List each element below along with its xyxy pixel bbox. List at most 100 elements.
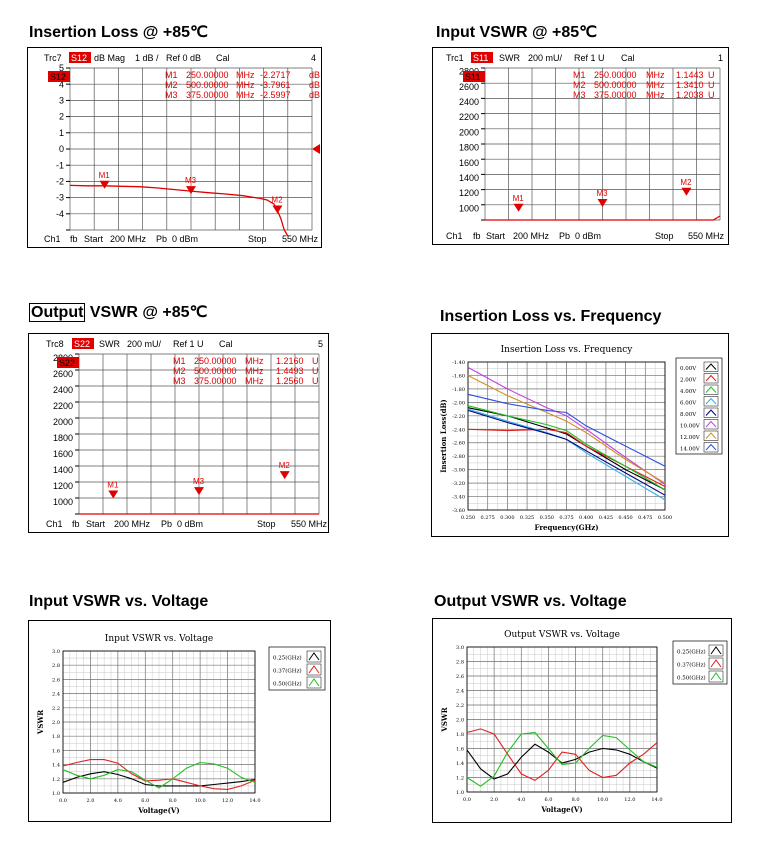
trace-badge-label: S22 [59,358,75,368]
legend-swatch [705,363,717,370]
x-tick-label: 14.0 [651,797,662,803]
marker-table-cell: -2.5997 [260,90,291,100]
power-label: 0 dBm [177,519,203,529]
start-label: Start [486,231,506,241]
y-tick-label: 1800 [53,433,73,443]
y-tick-label: -3 [56,193,64,203]
y-tick-label: 1400 [459,173,479,183]
series-line [466,743,658,780]
marker-triangle [99,180,110,189]
trace-badge [57,357,79,368]
start-freq: 200 MHz [513,231,550,241]
marker-table-cell: M2 [173,366,186,376]
legend-swatch-box [703,396,719,407]
marker-label: M3 [597,189,609,198]
legend-swatch-box [306,650,322,663]
legend-swatch [705,443,717,451]
trace-line [485,215,721,221]
y-tick-label: 2.2 [456,703,464,709]
y-tick-label: 3 [59,96,64,106]
y-tick-label: 1800 [459,143,479,153]
x-tick-label: 0.375 [559,515,573,521]
legend-swatch [710,659,722,668]
legend-swatch [308,665,320,674]
pb-label: Pb [559,231,570,241]
legend-label: 0.37(GHz) [273,668,302,675]
x-tick-label: 4.0 [114,798,122,804]
chart-title: Output VSWR vs. Voltage [504,630,620,640]
marker-table-cell: MHz [245,376,264,386]
legend-label: 8.00V [680,412,697,418]
x-tick-label: 12.0 [222,798,233,804]
y-tick-label: 2.4 [52,692,60,698]
trace-badge [463,71,485,82]
legend-swatch-box [703,430,719,441]
marker-label: M3 [185,176,197,185]
start-label: Start [84,234,104,244]
format-label: SWR [99,339,120,349]
marker-table-cell: U [708,90,715,100]
legend-swatch-box [703,407,719,418]
marker-table-cell: 1.2560 [276,376,304,386]
marker-table-cell: M3 [173,376,186,386]
marker-triangle [186,186,196,195]
input-vswr-vs-voltage-panel: Input VSWR vs. Voltage 0.0 2.0 4.0 6.0 8.0 10.… [28,620,331,822]
marker-table-cell: MHz [245,356,264,366]
param-label: S12 [71,53,87,63]
y-tick-label: -2 [56,177,64,187]
y-tick-label: -2.40 [452,427,465,433]
legend-label: 12.00V [680,435,701,441]
marker-table-cell: 375.00000 [186,90,229,100]
start-label: Start [86,519,106,529]
marker-table-cell: dB [309,70,320,80]
y-tick-label: -2.80 [452,454,465,460]
legend-swatch-box [306,663,322,676]
marker-table-cell: MHz [236,90,255,100]
marker-table-cell: 250.00000 [186,70,229,80]
channel-label: Ch1 [446,231,463,241]
y-tick-label: 2400 [459,97,479,107]
y-tick-label: 2200 [53,401,73,411]
param-label: S22 [74,339,90,349]
x-tick-label: 2.0 [490,797,498,803]
stop-label: Stop [248,234,267,244]
y-tick-label: 1600 [53,449,73,459]
x-tick-label: 2.0 [86,798,94,804]
output-label: Output [29,303,86,322]
ref-label: Ref 0 dB [166,53,201,63]
x-tick-label: 0.0 [463,797,471,803]
series-line [467,393,666,467]
marker-triangle [108,490,119,499]
reference-arrow [312,144,320,154]
legend-swatch [308,678,320,687]
marker-table-cell: 500.00000 [194,366,237,376]
chart-title: Input VSWR vs. Voltage [105,634,213,644]
y-tick-label: 1.2 [52,777,60,783]
y-tick-label: 2400 [53,385,73,395]
marker-table-cell: -3.7961 [260,80,291,90]
y-tick-label: 2000 [459,127,479,137]
scale-label: 200 mU/ [528,53,563,63]
cal-label: Cal [216,53,230,63]
series-line [467,409,666,496]
legend-swatch-box [703,442,719,453]
y-tick-label: 1.8 [456,732,464,738]
output-vswr-vs-voltage-panel: Output VSWR vs. Voltage 0.0 2.0 4.0 6.0 8.0 10… [432,618,732,823]
y-tick-label: 2.8 [52,663,60,669]
legend-label: 4.00V [680,389,697,395]
marker-table-cell: M1 [165,70,178,80]
series-line [467,366,666,485]
series-line [467,405,666,491]
fb-label: fb [72,519,80,529]
legend-label: 0.37(GHz) [677,662,706,669]
y-tick-label: 1.6 [52,748,60,754]
legend-label: 0.25(GHz) [677,649,706,656]
marker-table-cell: M1 [573,70,586,80]
y-tick-label: 1600 [459,158,479,168]
y-tick-label: 5 [59,63,64,73]
marker-label: M2 [271,196,283,205]
param-label: S11 [473,53,488,63]
power-label: 0 dBm [172,234,198,244]
